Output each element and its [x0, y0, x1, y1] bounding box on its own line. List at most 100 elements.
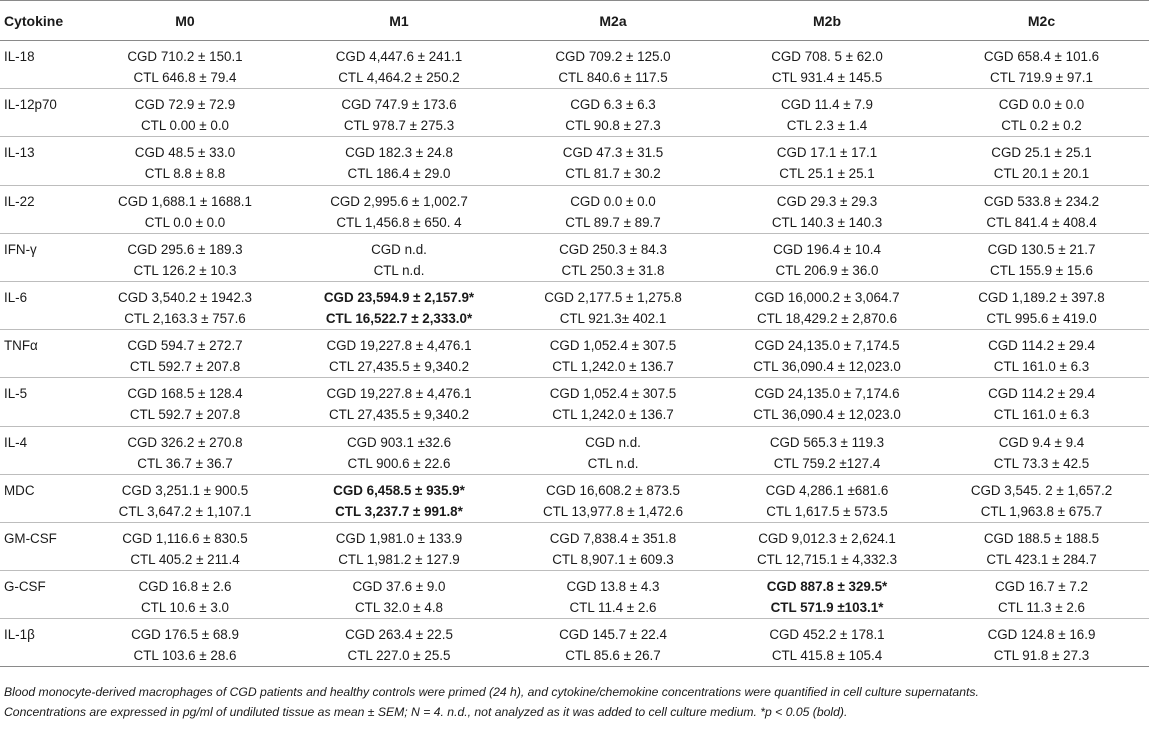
- value-cell: CGD 16,608.2 ± 873.5 CTL 13,977.8 ± 1,472…: [506, 474, 720, 523]
- value-cell: CGD 29.3 ± 29.3 CTL 140.3 ± 140.3: [720, 185, 934, 234]
- cytokine-name-cell: IL-22: [0, 185, 78, 234]
- value-cell: CGD 709.2 ± 125.0 CTL 840.6 ± 117.5: [506, 40, 720, 90]
- ctl-value: CTL 415.8 ± 105.4: [771, 648, 883, 664]
- cgd-value: CGD 3,540.2 ± 1942.3: [118, 289, 252, 305]
- ctl-value: CTL 719.9 ± 97.1: [990, 70, 1093, 85]
- ctl-value: CTL 32.0 ± 4.8: [355, 600, 443, 616]
- ctl-value: CTL 13,977.8 ± 1,472.6: [542, 503, 684, 519]
- header-m1: M1: [292, 0, 506, 41]
- value-cell: CGD 747.9 ± 173.6 CTL 978.7 ± 275.3: [292, 88, 506, 138]
- value-cell: CGD 1,052.4 ± 307.5 CTL 1,242.0 ± 136.7: [506, 329, 720, 379]
- ctl-value: CTL 73.3 ± 42.5: [993, 455, 1090, 471]
- cgd-value: CGD 145.7 ± 22.4: [559, 627, 667, 643]
- cgd-value: CGD 2,177.5 ± 1,275.8: [544, 289, 682, 305]
- cytokine-table: Cytokine M0 M1 M2a M2b M2c IL-18 CGD 710.…: [0, 0, 1149, 668]
- cgd-value: CGD 124.8 ± 16.9: [987, 627, 1096, 643]
- table-row: IL-1β CGD 176.5 ± 68.9 CTL 103.6 ± 28.6 CGD…: [0, 618, 1149, 668]
- ctl-value: CTL 840.6 ± 117.5: [558, 70, 668, 85]
- cgd-value: CGD 903.1 ±32.6: [346, 434, 452, 450]
- value-cell: CGD 13.8 ± 4.3 CTL 11.4 ± 2.6: [506, 570, 720, 620]
- value-cell: CGD 1,688.1 ± 1688.1 CTL 0.0 ± 0.0: [78, 185, 292, 234]
- cgd-value: CGD 263.4 ± 22.5: [345, 627, 453, 643]
- header-m2b: M2b: [720, 0, 934, 41]
- value-cell: CGD 326.2 ± 270.8 CTL 36.7 ± 36.7: [78, 426, 292, 475]
- cgd-value: CGD 24,135.0 ± 7,174.5: [754, 338, 900, 354]
- cgd-value: CGD 130.5 ± 21.7: [987, 241, 1096, 257]
- cgd-value: CGD 0.0 ± 0.0: [570, 193, 656, 209]
- ctl-value: CTL 646.8 ± 79.4: [133, 70, 237, 85]
- cgd-value: CGD 709.2 ± 125.0: [555, 49, 671, 64]
- cgd-value: CGD n.d.: [371, 241, 427, 257]
- value-cell: CGD 1,189.2 ± 397.8 CTL 995.6 ± 419.0: [934, 281, 1149, 331]
- cgd-value: CGD 188.5 ± 188.5: [983, 530, 1100, 546]
- value-cell: CGD 145.7 ± 22.4 CTL 85.6 ± 26.7: [506, 618, 720, 668]
- cgd-value: CGD 48.5 ± 33.0: [134, 145, 236, 161]
- value-cell: CGD 887.8 ± 329.5* CTL 571.9 ±103.1*: [720, 570, 934, 620]
- cgd-value: CGD 4,286.1 ±681.6: [765, 482, 889, 498]
- cgd-value: CGD 114.2 ± 29.4: [988, 386, 1095, 402]
- footnote-line-2: Concentrations are expressed in pg/ml of…: [4, 705, 848, 719]
- cgd-value: CGD 326.2 ± 270.8: [127, 434, 243, 450]
- value-cell: CGD 124.8 ± 16.9 CTL 91.8 ± 27.3: [934, 618, 1149, 668]
- ctl-value: CTL 126.2 ± 10.3: [133, 262, 237, 278]
- ctl-value: CTL 10.6 ± 3.0: [141, 600, 229, 616]
- cgd-value: CGD 887.8 ± 329.5*: [766, 579, 888, 595]
- cgd-value: CGD 1,116.6 ± 830.5: [122, 530, 248, 546]
- cgd-value: CGD 1,189.2 ± 397.8: [978, 289, 1105, 305]
- ctl-value: CTL 18,429.2 ± 2,870.6: [756, 310, 898, 326]
- cgd-value: CGD 9.4 ± 9.4: [998, 434, 1085, 450]
- value-cell: CGD 37.6 ± 9.0 CTL 32.0 ± 4.8: [292, 570, 506, 620]
- ctl-value: CTL 161.0 ± 6.3: [993, 407, 1090, 423]
- ctl-value: CTL 8.8 ± 8.8: [144, 166, 226, 182]
- cgd-value: CGD 2,995.6 ± 1,002.7: [330, 193, 468, 209]
- cytokine-name-cell: TNFα: [0, 329, 78, 379]
- cytokine-name-cell: IL-4: [0, 426, 78, 475]
- ctl-value: CTL 1,242.0 ± 136.7: [552, 407, 674, 423]
- cgd-value: CGD 17.1 ± 17.1: [776, 145, 878, 161]
- cytokine-name-cell: MDC: [0, 474, 78, 523]
- value-cell: CGD 533.8 ± 234.2 CTL 841.4 ± 408.4: [934, 185, 1149, 234]
- ctl-value: CTL 155.9 ± 15.6: [990, 262, 1093, 278]
- value-cell: CGD 4,447.6 ± 241.1 CTL 4,464.2 ± 250.2: [292, 40, 506, 90]
- table-row: TNFα CGD 594.7 ± 272.7 CTL 592.7 ± 207.8 CG…: [0, 329, 1149, 379]
- cgd-value: CGD 24,135.0 ± 7,174.6: [754, 386, 900, 402]
- value-cell: CGD 24,135.0 ± 7,174.5 CTL 36,090.4 ± 12,…: [720, 329, 934, 379]
- value-cell: CGD 708. 5 ± 62.0 CTL 931.4 ± 145.5: [720, 40, 934, 90]
- cytokine-name-cell: IL-12p70: [0, 88, 78, 138]
- cgd-value: CGD 9,012.3 ± 2,624.1: [758, 530, 896, 546]
- ctl-value: CTL 2.3 ± 1.4: [786, 118, 868, 134]
- table-row: GM-CSF CGD 1,116.6 ± 830.5 CTL 405.2 ± 211…: [0, 522, 1149, 572]
- cgd-value: CGD 708. 5 ± 62.0: [771, 49, 883, 64]
- value-cell: CGD 23,594.9 ± 2,157.9* CTL 16,522.7 ± 2,…: [292, 281, 506, 331]
- table-row: IL-5 CGD 168.5 ± 128.4 CTL 592.7 ± 207.8 CG…: [0, 377, 1149, 427]
- ctl-value: CTL 81.7 ± 30.2: [565, 166, 661, 182]
- cgd-value: CGD 11.4 ± 7.9: [781, 97, 873, 113]
- cgd-value: CGD 7,838.4 ± 351.8: [549, 530, 677, 546]
- cytokine-name-cell: IL-13: [0, 136, 78, 186]
- ctl-value: CTL 1,242.0 ± 136.7: [552, 359, 674, 375]
- cytokine-name-cell: GM-CSF: [0, 522, 78, 572]
- value-cell: CGD 2,995.6 ± 1,002.7 CTL 1,456.8 ± 650. …: [292, 185, 506, 234]
- value-cell: CGD 19,227.8 ± 4,476.1 CTL 27,435.5 ± 9,3…: [292, 329, 506, 379]
- ctl-value: CTL 8,907.1 ± 609.3: [552, 551, 674, 567]
- ctl-value: CTL 36,090.4 ± 12,023.0: [753, 359, 901, 375]
- value-cell: CGD 47.3 ± 31.5 CTL 81.7 ± 30.2: [506, 136, 720, 186]
- cgd-value: CGD 658.4 ± 101.6: [983, 49, 1100, 64]
- table-row: IL-12p70 CGD 72.9 ± 72.9 CTL 0.00 ± 0.0 CGD…: [0, 88, 1149, 138]
- value-cell: CGD 263.4 ± 22.5 CTL 227.0 ± 25.5: [292, 618, 506, 668]
- table-row: IL-22 CGD 1,688.1 ± 1688.1 CTL 0.0 ± 0.0 CG…: [0, 185, 1149, 234]
- ctl-value: CTL 592.7 ± 207.8: [129, 407, 241, 423]
- cgd-value: CGD 565.3 ± 119.3: [769, 434, 885, 450]
- ctl-value: CTL 0.00 ± 0.0: [141, 118, 229, 134]
- value-cell: CGD 16,000.2 ± 3,064.7 CTL 18,429.2 ± 2,8…: [720, 281, 934, 331]
- value-cell: CGD 16.8 ± 2.6 CTL 10.6 ± 3.0: [78, 570, 292, 620]
- value-cell: CGD 1,116.6 ± 830.5 CTL 405.2 ± 211.4: [78, 522, 292, 572]
- table-row: IL-18 CGD 710.2 ± 150.1 CTL 646.8 ± 79.4 CG…: [0, 40, 1149, 90]
- cgd-value: CGD 47.3 ± 31.5: [562, 145, 664, 161]
- ctl-value: CTL 20.1 ± 20.1: [993, 166, 1090, 182]
- header-cytokine: Cytokine: [0, 0, 78, 41]
- value-cell: CGD 2,177.5 ± 1,275.8 CTL 921.3± 402.1: [506, 281, 720, 331]
- cytokine-name-cell: IL-1β: [0, 618, 78, 668]
- ctl-value: CTL 11.4 ± 2.6: [569, 600, 657, 616]
